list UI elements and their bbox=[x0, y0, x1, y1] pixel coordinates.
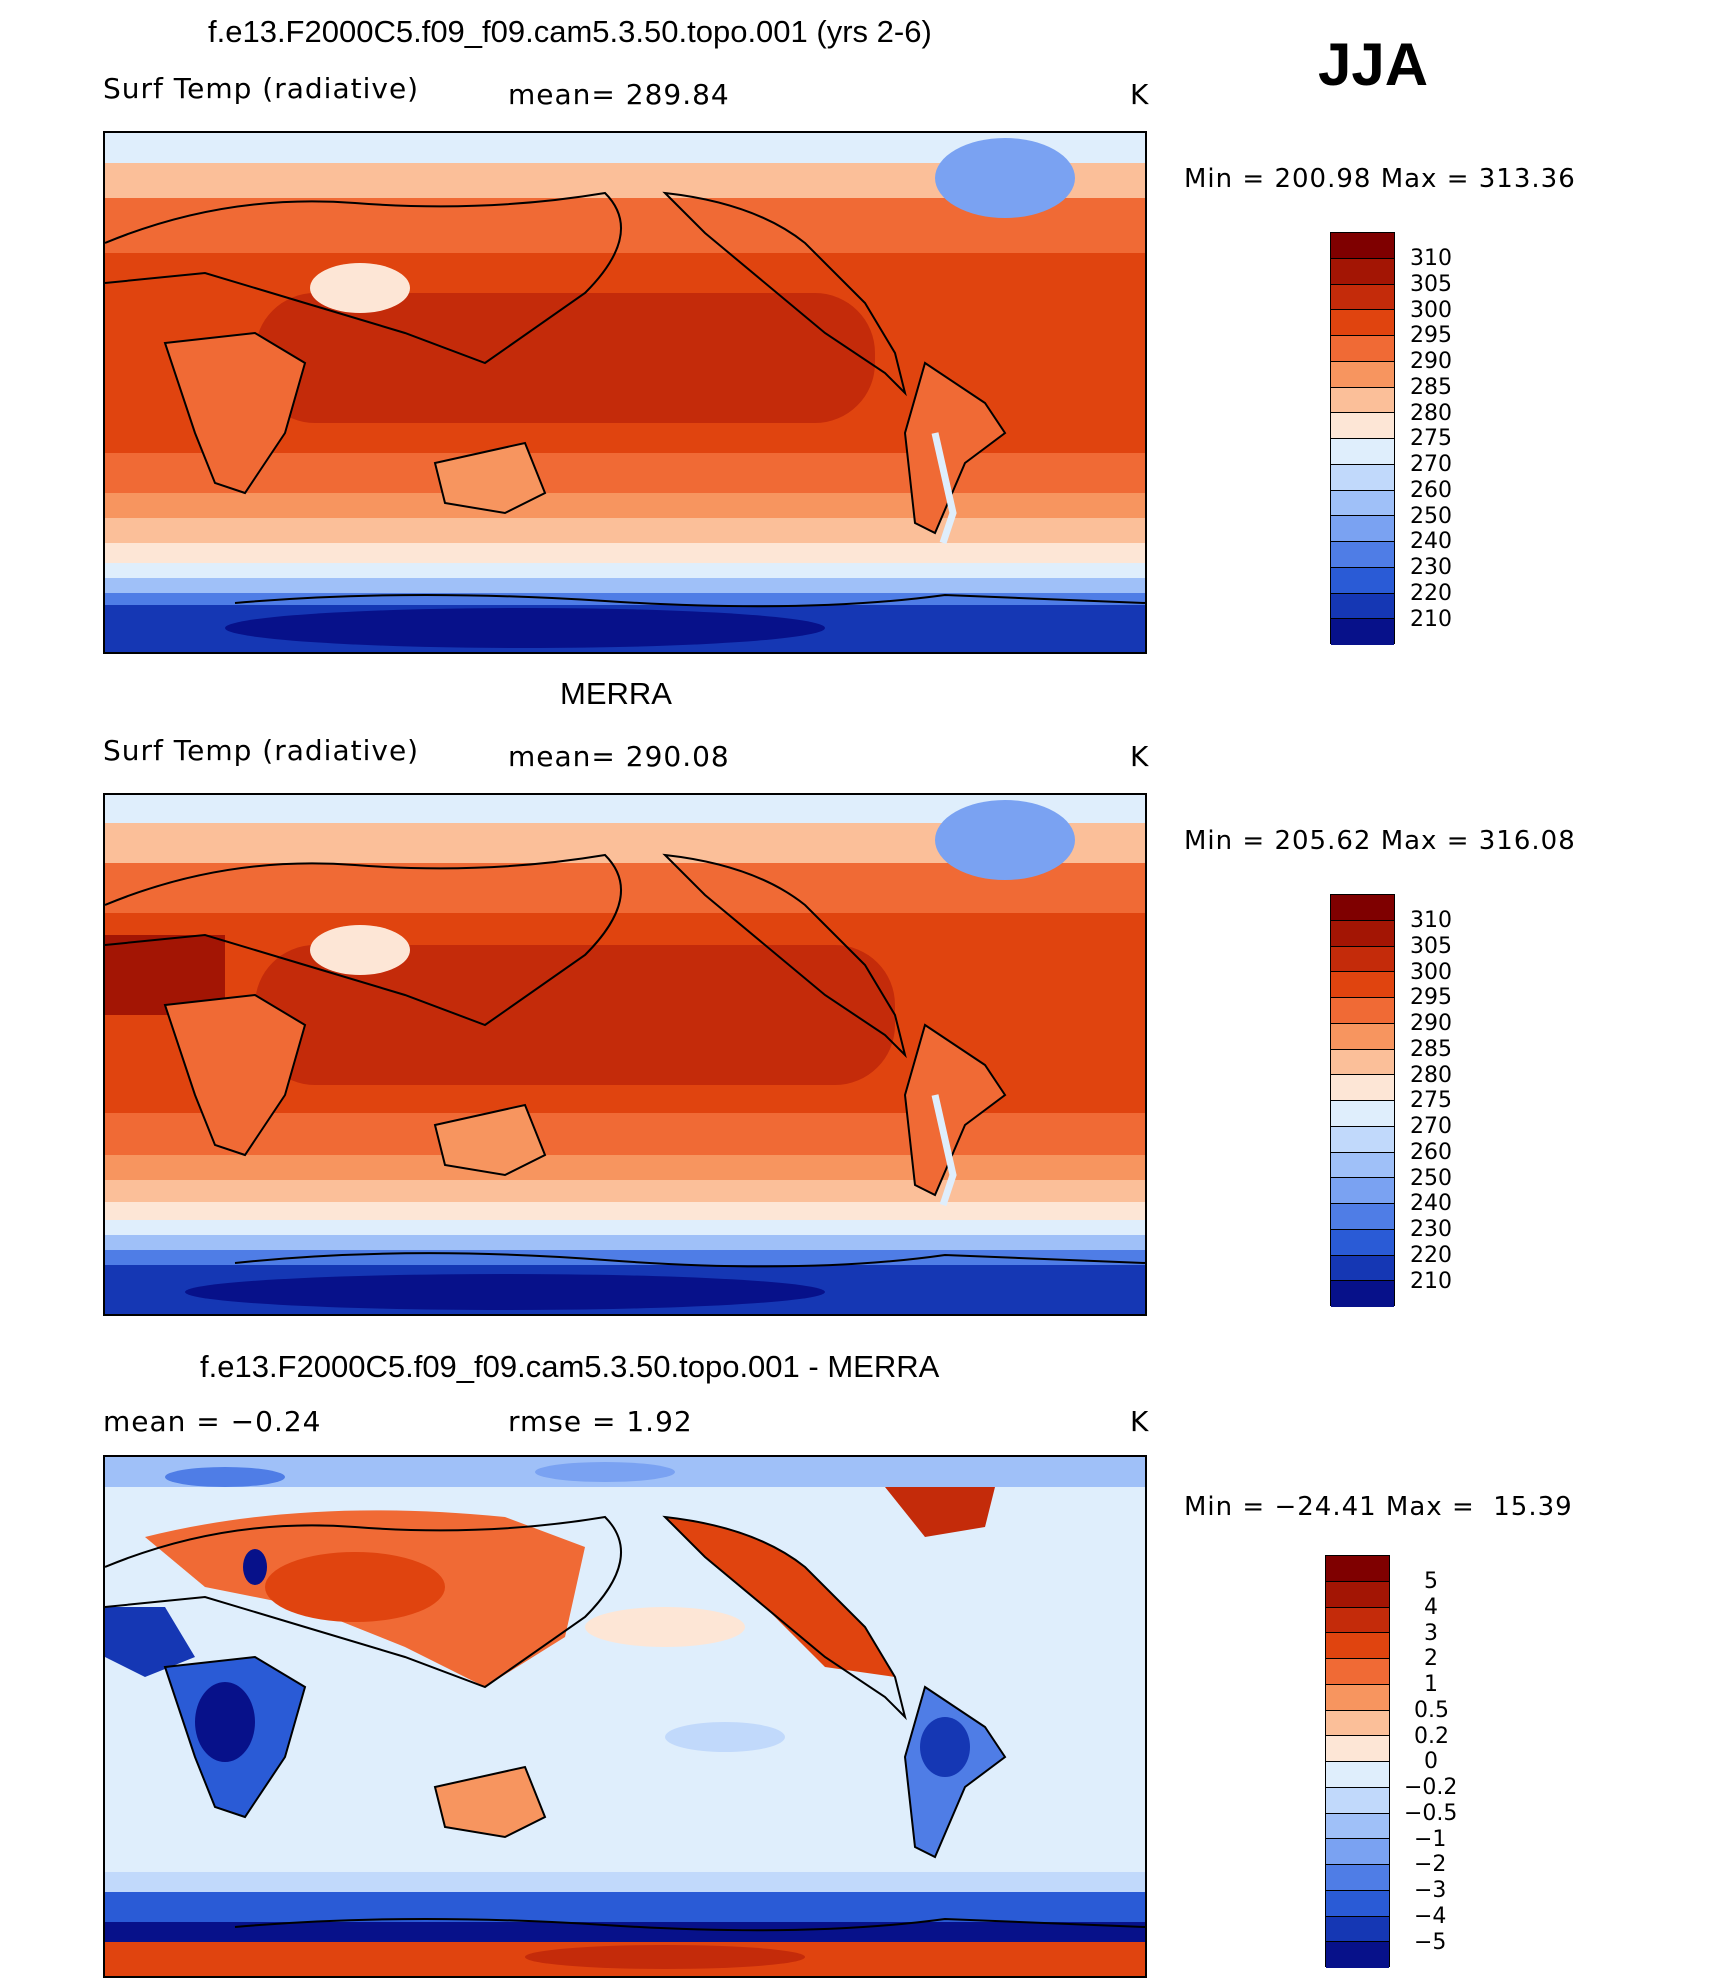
panel-1-title: f.e13.F2000C5.f09_f09.cam5.3.50.topo.001… bbox=[208, 14, 932, 49]
colorbar-tick: −5 bbox=[1414, 1930, 1447, 1955]
colorbar-tick: 270 bbox=[1410, 1114, 1452, 1139]
colorbar-tick: 220 bbox=[1410, 1243, 1452, 1268]
colorbar-tick: 305 bbox=[1410, 272, 1452, 297]
panel-2-units: K bbox=[1130, 740, 1150, 773]
panel-2-mean-label: mean= 290.08 bbox=[508, 740, 730, 773]
colorbar-tick: −0.2 bbox=[1404, 1775, 1458, 1800]
colorbar-tick: 285 bbox=[1410, 1037, 1452, 1062]
panel-3-rmse-label: rmse = 1.92 bbox=[508, 1405, 693, 1438]
colorbar-tick: 210 bbox=[1410, 607, 1452, 632]
colorbar-tick: 230 bbox=[1410, 555, 1452, 580]
colorbar-tick: 230 bbox=[1410, 1217, 1452, 1242]
panel-3-minmax: Min = −24.41 Max = 15.39 bbox=[1184, 1492, 1573, 1522]
colorbar-tick: 305 bbox=[1410, 934, 1452, 959]
colorbar-tick: 290 bbox=[1410, 1011, 1452, 1036]
panel-2-colorbar bbox=[1330, 894, 1395, 1307]
panel-3-mean-label: mean = −0.24 bbox=[103, 1405, 322, 1438]
colorbar-tick: −2 bbox=[1414, 1852, 1447, 1877]
panel-1-units: K bbox=[1130, 78, 1150, 111]
panel-2-map bbox=[103, 793, 1147, 1316]
panel-1-colorbar bbox=[1330, 232, 1395, 645]
panel-2-minmax: Min = 205.62 Max = 316.08 bbox=[1184, 826, 1576, 856]
colorbar-tick: 260 bbox=[1410, 478, 1452, 503]
panel-1-map bbox=[103, 131, 1147, 654]
panel-3-map bbox=[103, 1455, 1147, 1978]
colorbar-tick: 260 bbox=[1410, 1140, 1452, 1165]
colorbar-tick: 300 bbox=[1410, 960, 1452, 985]
colorbar-tick: 1 bbox=[1424, 1672, 1438, 1697]
colorbar-tick: 280 bbox=[1410, 1063, 1452, 1088]
colorbar-tick: 4 bbox=[1424, 1595, 1438, 1620]
panel-3-units: K bbox=[1130, 1405, 1150, 1438]
colorbar-tick: −1 bbox=[1414, 1827, 1447, 1852]
colorbar-tick: 2 bbox=[1424, 1646, 1438, 1671]
colorbar-tick: −4 bbox=[1414, 1904, 1447, 1929]
colorbar-tick: 295 bbox=[1410, 323, 1452, 348]
colorbar-tick: 310 bbox=[1410, 908, 1452, 933]
colorbar-tick: 240 bbox=[1410, 1191, 1452, 1216]
panel-2-variable-label: Surf Temp (radiative) bbox=[103, 734, 420, 767]
panel-3-title: f.e13.F2000C5.f09_f09.cam5.3.50.topo.001… bbox=[200, 1349, 940, 1384]
colorbar-tick: 285 bbox=[1410, 375, 1452, 400]
colorbar-tick: 295 bbox=[1410, 985, 1452, 1010]
colorbar-tick: 250 bbox=[1410, 504, 1452, 529]
colorbar-tick: 240 bbox=[1410, 529, 1452, 554]
colorbar-tick: 310 bbox=[1410, 246, 1452, 271]
colorbar-tick: 0 bbox=[1424, 1749, 1438, 1774]
colorbar-tick: −0.5 bbox=[1404, 1801, 1458, 1826]
panel-2-title: MERRA bbox=[560, 676, 672, 711]
panel-3-colorbar bbox=[1325, 1555, 1390, 1968]
colorbar-tick: 275 bbox=[1410, 426, 1452, 451]
colorbar-tick: 3 bbox=[1424, 1621, 1438, 1646]
panel-1-mean-label: mean= 289.84 bbox=[508, 78, 730, 111]
season-label: JJA bbox=[1318, 31, 1429, 98]
colorbar-tick: 210 bbox=[1410, 1269, 1452, 1294]
colorbar-tick: 250 bbox=[1410, 1166, 1452, 1191]
panel-1-minmax: Min = 200.98 Max = 313.36 bbox=[1184, 164, 1576, 194]
colorbar-tick: 5 bbox=[1424, 1569, 1438, 1594]
colorbar-tick: 275 bbox=[1410, 1088, 1452, 1113]
colorbar-tick: 280 bbox=[1410, 401, 1452, 426]
colorbar-tick: 220 bbox=[1410, 581, 1452, 606]
colorbar-tick: 0.2 bbox=[1414, 1724, 1449, 1749]
colorbar-tick: 0.5 bbox=[1414, 1698, 1449, 1723]
panel-1-variable-label: Surf Temp (radiative) bbox=[103, 72, 420, 105]
colorbar-tick: 270 bbox=[1410, 452, 1452, 477]
colorbar-tick: 290 bbox=[1410, 349, 1452, 374]
colorbar-tick: 300 bbox=[1410, 298, 1452, 323]
colorbar-tick: −3 bbox=[1414, 1878, 1447, 1903]
